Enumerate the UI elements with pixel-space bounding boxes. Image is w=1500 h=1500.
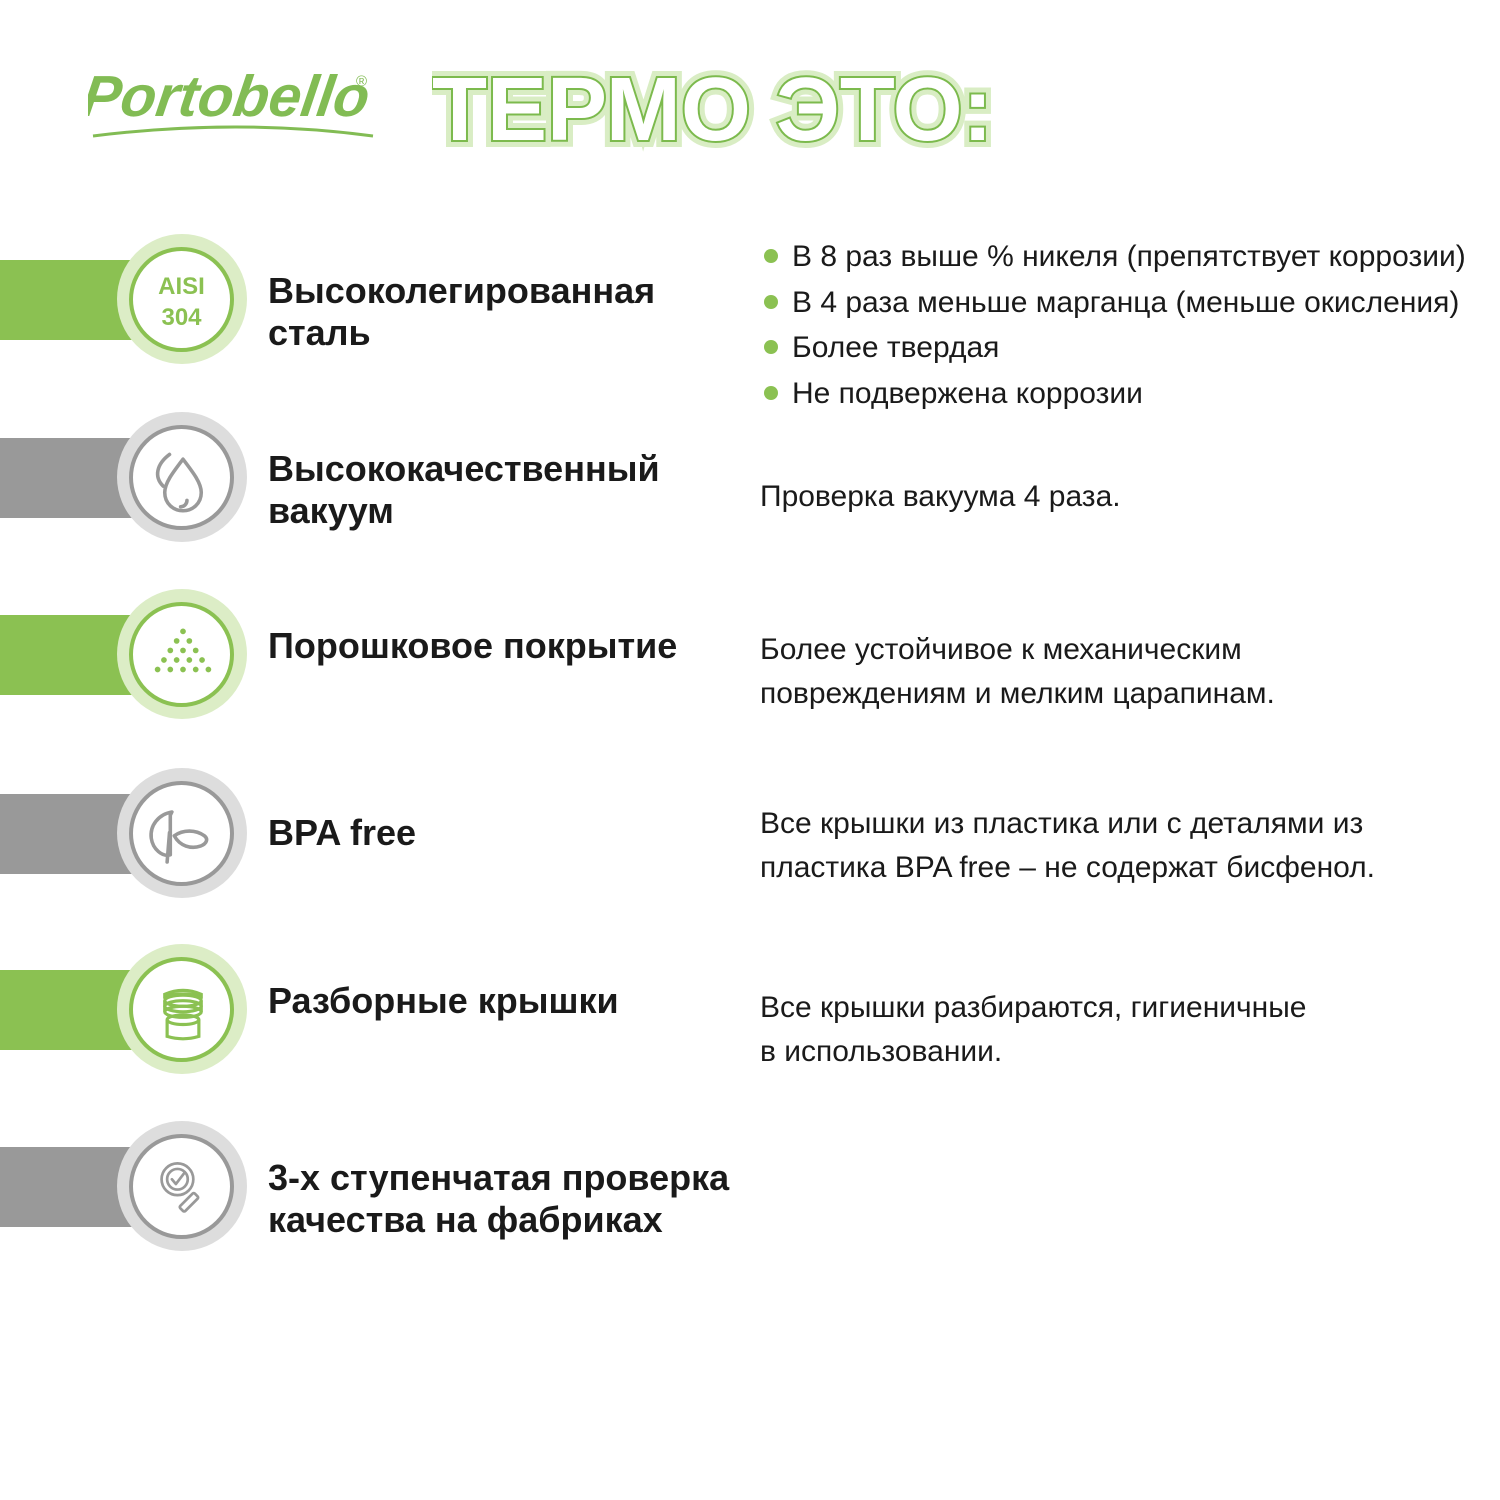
svg-text:Portobello: Portobello [88,64,374,129]
svg-text:®: ® [356,73,367,90]
svg-text:ТЕРМО ЭТО:: ТЕРМО ЭТО: [432,60,993,160]
